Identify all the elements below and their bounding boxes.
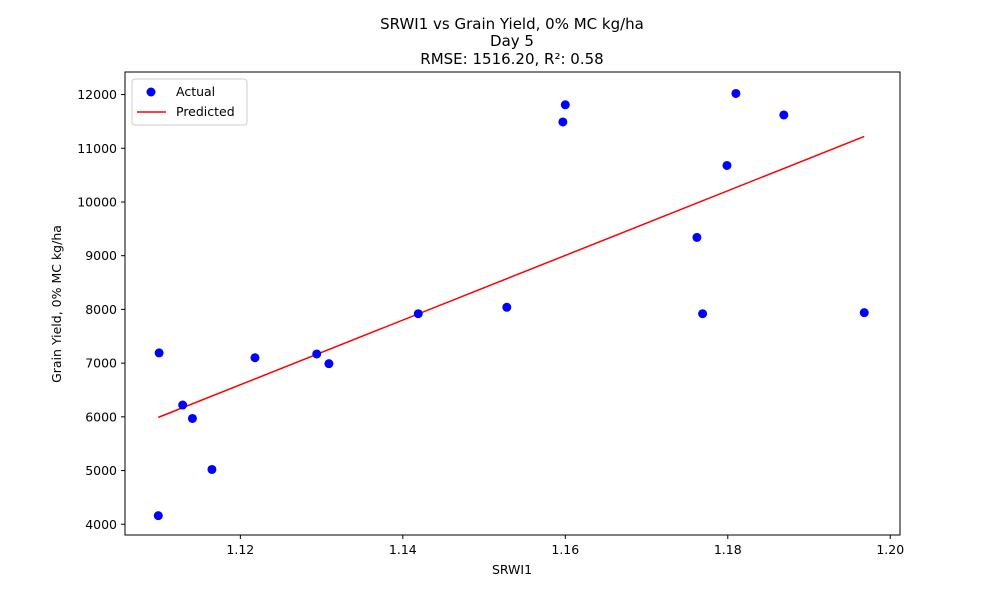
x-tick-label: 1.12 xyxy=(226,542,254,557)
actual-point xyxy=(558,117,568,127)
actual-point xyxy=(560,100,570,110)
x-tick-label: 1.16 xyxy=(551,542,579,557)
chart-subtitle-metrics: RMSE: 1516.20, R²: 0.58 xyxy=(420,50,603,68)
x-tick-label: 1.18 xyxy=(714,542,742,557)
actual-point xyxy=(154,348,164,358)
x-axis-ticks: 1.12 1.14 1.16 1.18 1.20 xyxy=(226,535,904,557)
actual-point xyxy=(502,302,512,312)
y-tick-label: 6000 xyxy=(85,409,117,424)
y-tick-label: 8000 xyxy=(85,302,117,317)
actual-point xyxy=(413,309,423,319)
actual-point xyxy=(312,349,322,359)
y-axis-label: Grain Yield, 0% MC kg/ha xyxy=(49,225,64,383)
actual-point xyxy=(178,400,188,410)
actual-point xyxy=(187,413,197,423)
actual-point xyxy=(779,110,789,120)
y-axis-ticks: 4000 5000 6000 7000 8000 9000 10000 11000 12000 xyxy=(77,87,125,532)
actual-point xyxy=(153,511,163,521)
predicted-line xyxy=(158,135,865,419)
actual-point xyxy=(698,309,708,319)
actual-point xyxy=(731,88,741,98)
x-tick-label: 1.14 xyxy=(389,542,417,557)
legend-box xyxy=(131,78,248,126)
y-tick-label: 7000 xyxy=(85,356,117,371)
legend-actual-marker xyxy=(146,87,156,97)
actual-series xyxy=(153,88,869,521)
legend-actual-label: Actual xyxy=(176,84,215,99)
actual-point xyxy=(859,308,869,318)
y-tick-label: 11000 xyxy=(77,141,117,156)
x-axis-label: SRWI1 xyxy=(492,562,532,577)
chart-subtitle-day: Day 5 xyxy=(490,32,534,50)
y-tick-label: 10000 xyxy=(77,194,117,209)
actual-point xyxy=(250,353,260,363)
predicted-series xyxy=(158,135,865,419)
y-tick-label: 9000 xyxy=(85,248,117,263)
legend: Actual Predicted xyxy=(131,78,248,126)
x-tick-label: 1.20 xyxy=(876,542,904,557)
legend-predicted-label: Predicted xyxy=(176,104,235,119)
plot-area xyxy=(124,71,901,536)
y-tick-label: 5000 xyxy=(85,463,117,478)
actual-point xyxy=(207,464,217,474)
actual-point xyxy=(722,160,732,170)
chart-title: SRWI1 vs Grain Yield, 0% MC kg/ha xyxy=(380,15,644,33)
y-tick-label: 4000 xyxy=(85,517,117,532)
actual-point xyxy=(324,359,334,369)
y-tick-label: 12000 xyxy=(77,87,117,102)
actual-point xyxy=(692,232,702,242)
